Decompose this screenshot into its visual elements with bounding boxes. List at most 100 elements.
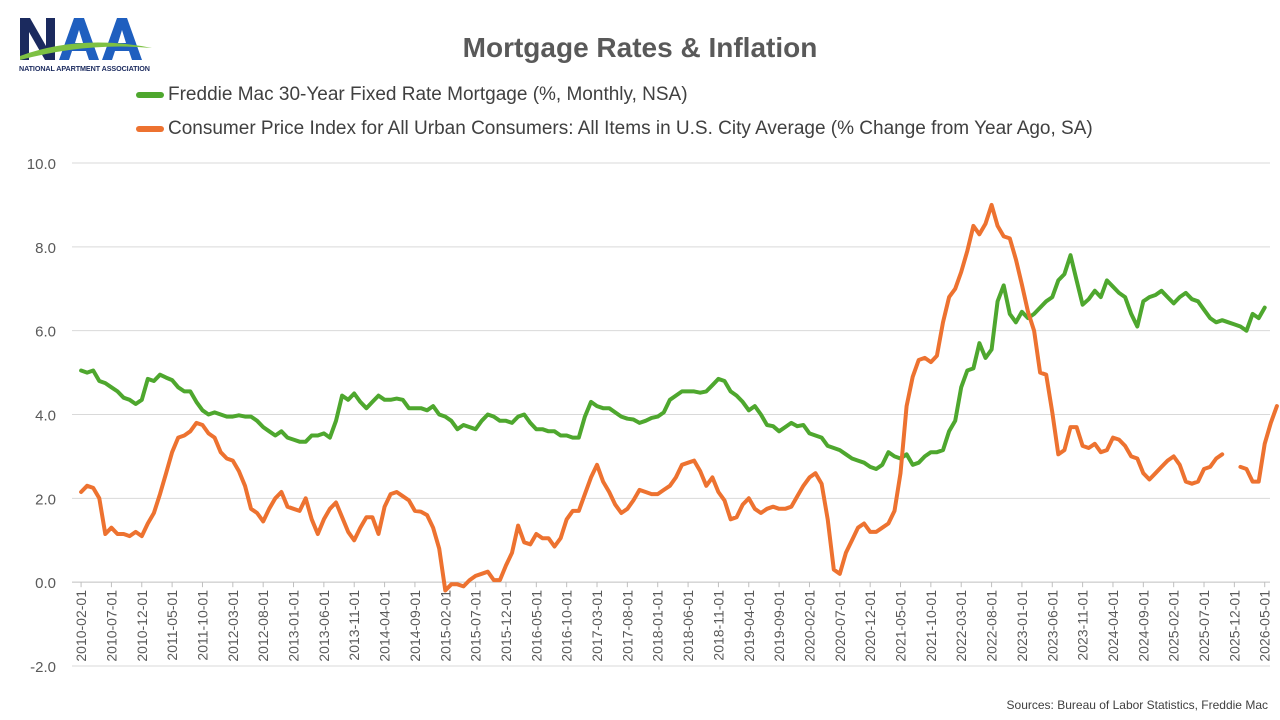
x-tick-label: 2010-07-01 xyxy=(103,590,119,662)
x-tick-group: 2023-06-01 xyxy=(1044,590,1060,662)
x-tick-label: 2020-12-01 xyxy=(862,590,878,662)
legend-label-mortgage: Freddie Mac 30-Year Fixed Rate Mortgage … xyxy=(168,84,688,105)
legend-label-cpi: Consumer Price Index for All Urban Consu… xyxy=(168,118,1093,139)
x-tick-label: 2023-06-01 xyxy=(1044,590,1060,662)
x-tick-group: 2025-12-01 xyxy=(1226,590,1242,662)
x-tick-group: 2015-07-01 xyxy=(468,590,484,662)
x-tick-label: 2025-12-01 xyxy=(1226,590,1242,662)
y-tick-label: 10.0 xyxy=(27,156,56,173)
x-tick-group: 2024-09-01 xyxy=(1135,590,1151,662)
x-tick-label: 2011-05-01 xyxy=(164,590,180,661)
x-tick-label: 2012-03-01 xyxy=(225,590,241,662)
x-tick-group: 2012-08-01 xyxy=(255,590,271,662)
x-tick-group: 2015-12-01 xyxy=(498,590,514,662)
logo-letter-a2 xyxy=(102,18,142,60)
x-tick-group: 2018-06-01 xyxy=(680,590,696,662)
x-tick-group: 2014-04-01 xyxy=(377,590,393,662)
x-tick-group: 2010-12-01 xyxy=(134,590,150,662)
logo-tagline: NATIONAL APARTMENT ASSOCIATION xyxy=(19,64,150,73)
chart-title: Mortgage Rates & Inflation xyxy=(462,32,818,63)
x-tick-group: 2018-01-01 xyxy=(650,590,666,662)
legend-swatch-cpi xyxy=(136,126,164,132)
x-tick-group: 2023-11-01 xyxy=(1075,590,1091,661)
x-tick-label: 2025-02-01 xyxy=(1166,590,1182,662)
x-tick-group: 2024-04-01 xyxy=(1105,590,1121,662)
x-tick-group: 2021-05-01 xyxy=(893,590,909,662)
x-tick-label: 2023-01-01 xyxy=(1014,590,1030,662)
x-tick-label: 2015-12-01 xyxy=(498,590,514,662)
x-tick-label: 2019-04-01 xyxy=(741,590,757,662)
y-tick-label: 0.0 xyxy=(35,575,56,592)
source-note: Sources: Bureau of Labor Statistics, Fre… xyxy=(1006,698,1268,712)
x-tick-group: 2026-05-01 xyxy=(1257,590,1273,662)
x-tick-label: 2010-12-01 xyxy=(134,590,150,662)
y-tick-label: 4.0 xyxy=(35,408,56,425)
x-tick-label: 2026-05-01 xyxy=(1257,590,1273,662)
series-line-mortgage xyxy=(79,253,1267,471)
legend-item-mortgage: Freddie Mac 30-Year Fixed Rate Mortgage … xyxy=(136,84,688,106)
x-tick-label: 2012-08-01 xyxy=(255,590,271,662)
y-tick-label: 8.0 xyxy=(35,240,56,257)
naa-logo xyxy=(20,18,152,60)
x-tick-label: 2013-11-01 xyxy=(346,590,362,661)
x-tick-group: 2018-11-01 xyxy=(710,590,726,661)
x-tick-label: 2013-06-01 xyxy=(316,590,332,662)
x-tick-label: 2024-04-01 xyxy=(1105,590,1121,662)
x-tick-label: 2010-02-01 xyxy=(73,590,89,662)
x-tick-group: 2013-01-01 xyxy=(286,590,302,662)
x-tick-label: 2016-05-01 xyxy=(528,590,544,662)
x-tick-group: 2022-08-01 xyxy=(984,590,1000,662)
x-tick-label: 2023-11-01 xyxy=(1075,590,1091,661)
x-tick-group: 2016-10-01 xyxy=(559,590,575,662)
x-tick-label: 2014-04-01 xyxy=(377,590,393,662)
series-line-cpi xyxy=(79,202,1279,593)
x-tick-label: 2016-10-01 xyxy=(559,590,575,662)
x-tick-label: 2021-05-01 xyxy=(893,590,909,662)
x-tick-label: 2022-08-01 xyxy=(984,590,1000,662)
x-tick-label: 2018-11-01 xyxy=(710,590,726,661)
x-tick-label: 2020-02-01 xyxy=(801,590,817,662)
x-tick-label: 2020-07-01 xyxy=(832,590,848,662)
x-tick-label: 2024-09-01 xyxy=(1135,590,1151,662)
x-tick-group: 2021-10-01 xyxy=(923,590,939,662)
x-tick-group: 2019-09-01 xyxy=(771,590,787,662)
x-tick-group: 2011-10-01 xyxy=(194,590,210,661)
x-tick-group: 2022-03-01 xyxy=(953,590,969,662)
x-tick-group: 2019-04-01 xyxy=(741,590,757,662)
x-tick-group: 2016-05-01 xyxy=(528,590,544,662)
x-tick-label: 2021-10-01 xyxy=(923,590,939,662)
x-tick-label: 2013-01-01 xyxy=(286,590,302,662)
logo-swoosh xyxy=(20,42,152,60)
legend-swatch-mortgage xyxy=(136,92,164,98)
x-tick-group: 2017-08-01 xyxy=(619,590,635,662)
x-tick-label: 2025-07-01 xyxy=(1196,590,1212,662)
x-tick-group: 2025-07-01 xyxy=(1196,590,1212,662)
x-tick-label: 2018-01-01 xyxy=(650,590,666,662)
x-tick-label: 2014-09-01 xyxy=(407,590,423,662)
x-tick-group: 2011-05-01 xyxy=(164,590,180,661)
x-tick-group: 2013-06-01 xyxy=(316,590,332,662)
x-tick-label: 2019-09-01 xyxy=(771,590,787,662)
x-tick-group: 2017-03-01 xyxy=(589,590,605,662)
x-tick-group: 2010-02-01 xyxy=(73,590,89,662)
y-tick-label: -2.0 xyxy=(30,659,56,676)
x-tick-label: 2015-07-01 xyxy=(468,590,484,662)
x-tick-label: 2022-03-01 xyxy=(953,590,969,662)
x-tick-group: 2015-02-01 xyxy=(437,590,453,662)
x-tick-group: 2020-12-01 xyxy=(862,590,878,662)
x-tick-label: 2015-02-01 xyxy=(437,590,453,662)
x-tick-group: 2025-02-01 xyxy=(1166,590,1182,662)
x-tick-group: 2010-07-01 xyxy=(103,590,119,662)
y-tick-label: 2.0 xyxy=(35,491,56,508)
x-tick-label: 2018-06-01 xyxy=(680,590,696,662)
x-tick-group: 2020-07-01 xyxy=(832,590,848,662)
legend-item-cpi: Consumer Price Index for All Urban Consu… xyxy=(136,118,1093,140)
x-tick-label: 2017-03-01 xyxy=(589,590,605,662)
x-tick-group: 2012-03-01 xyxy=(225,590,241,662)
y-tick-label: 6.0 xyxy=(35,324,56,341)
x-tick-group: 2020-02-01 xyxy=(801,590,817,662)
x-tick-group: 2023-01-01 xyxy=(1014,590,1030,662)
x-tick-label: 2011-10-01 xyxy=(194,590,210,661)
x-tick-label: 2017-08-01 xyxy=(619,590,635,662)
